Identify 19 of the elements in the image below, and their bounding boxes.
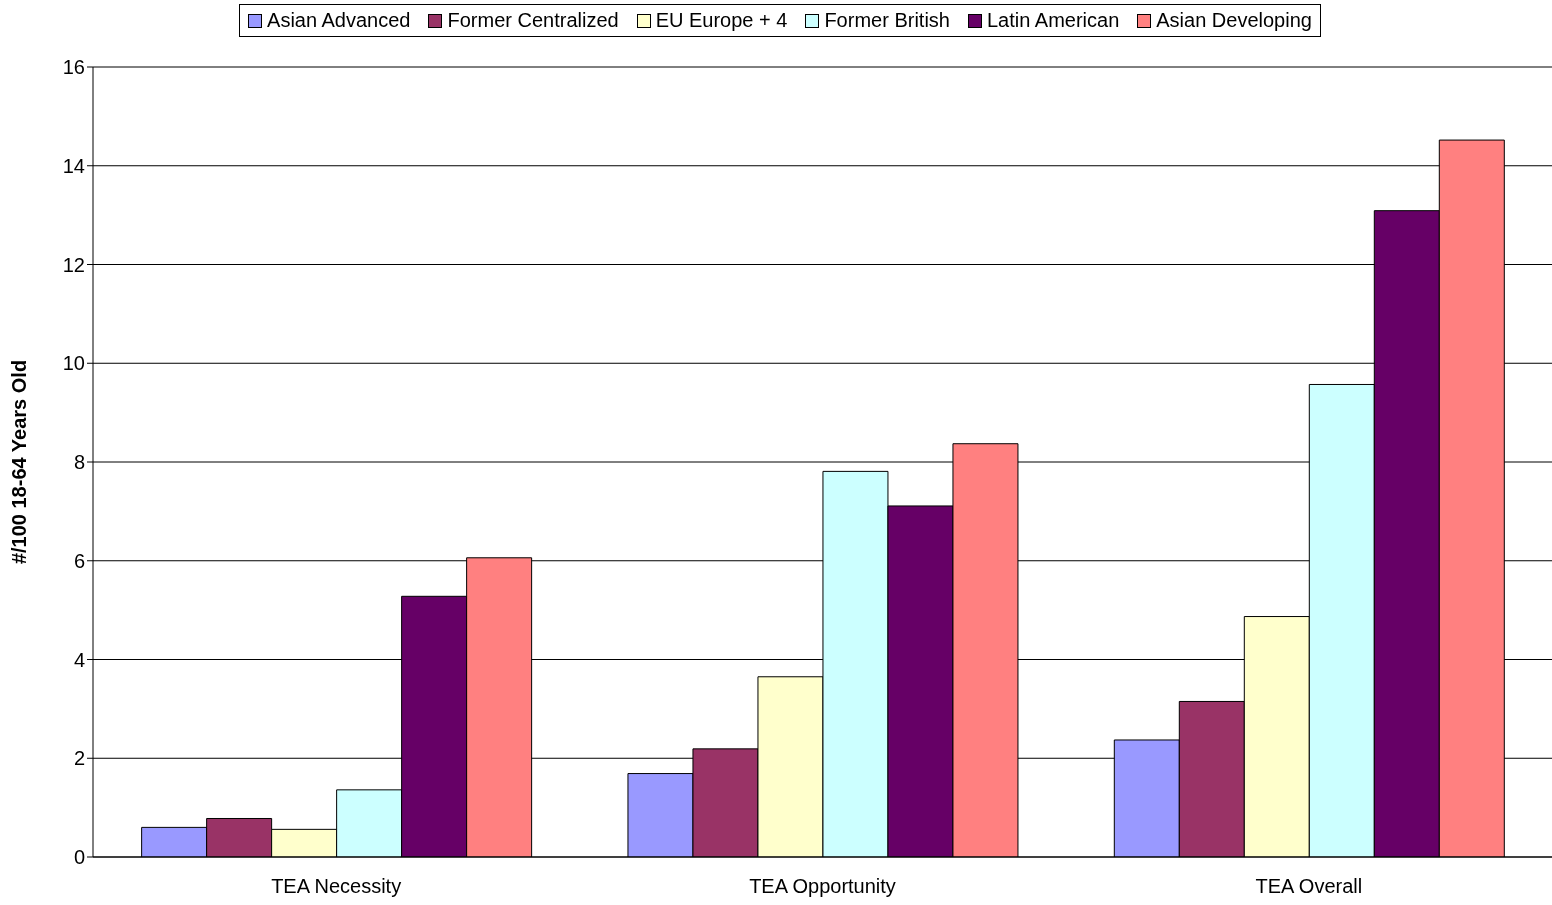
legend-label: Asian Developing: [1155, 9, 1312, 32]
y-tick-label: 14: [62, 154, 85, 177]
legend-label: EU Europe + 4: [654, 9, 788, 32]
legend-label: Asian Advanced: [266, 9, 411, 32]
legend-label: Latin American: [986, 9, 1120, 32]
y-axis-title: #/100 18-64 Years Old: [8, 359, 31, 565]
y-tick-label: 10: [62, 352, 85, 375]
legend-label: Former British: [823, 9, 950, 32]
y-tick-label: 0: [73, 846, 85, 869]
y-tick-label: 8: [73, 451, 85, 474]
y-tick-label: 6: [73, 549, 85, 572]
x-tick-label: TEA Overall: [1255, 875, 1363, 898]
y-tick-label: 4: [73, 648, 85, 671]
x-tick-label: TEA Opportunity: [749, 875, 896, 898]
y-tick-label: 16: [62, 56, 85, 79]
y-tick-label: 2: [73, 747, 85, 770]
legend-label: Former Centralized: [446, 9, 619, 32]
x-tick-label: TEA Necessity: [271, 875, 402, 898]
y-tick-label: 12: [62, 253, 85, 276]
